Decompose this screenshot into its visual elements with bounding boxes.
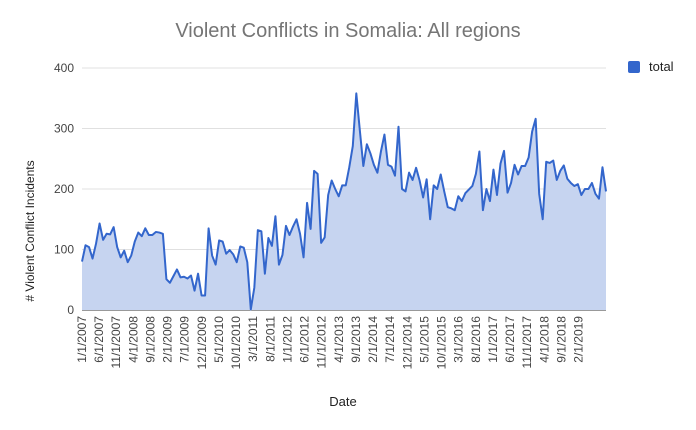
y-tick-label: 300	[54, 122, 74, 136]
y-axis-label: # Violent Conflict Incidents	[23, 160, 37, 301]
x-tick-label: 2/1/2019	[572, 316, 586, 363]
x-tick-labels: 1/1/2007 6/1/2007 11/1/2007 4/1/2008 9/1/200…	[75, 316, 586, 370]
x-tick-label: 9/1/2018	[554, 316, 568, 363]
x-tick-label: 6/1/2017	[503, 316, 517, 363]
x-tick-label: 4/1/2013	[332, 316, 346, 363]
x-tick-label: 9/1/2008	[143, 316, 157, 363]
x-tick-label: 12/1/2009	[195, 316, 209, 370]
x-tick-label: 6/1/2007	[92, 316, 106, 363]
x-tick-label: 10/1/2015	[435, 316, 449, 370]
y-tick-label: 0	[67, 303, 74, 317]
x-tick-label: 5/1/2010	[212, 316, 226, 363]
x-tick-label: 3/1/2011	[246, 316, 260, 362]
plot-area	[81, 92, 607, 311]
x-tick-label: 4/1/2008	[126, 316, 140, 363]
x-axis-label: Date	[329, 394, 356, 409]
y-tick-label: 200	[54, 182, 74, 196]
y-tick-labels: 0 100 200 300 400	[54, 61, 74, 317]
x-tick-label: 9/1/2013	[349, 316, 363, 363]
chart-title: Violent Conflicts in Somalia: All region…	[175, 20, 521, 42]
x-tick-label: 8/1/2011	[263, 316, 277, 362]
y-tick-label: 400	[54, 61, 74, 75]
x-tick-label: 11/1/2012	[315, 316, 329, 369]
legend: total	[628, 59, 674, 74]
x-tick-label: 1/1/2017	[486, 316, 500, 363]
x-tick-label: 3/1/2016	[452, 316, 466, 363]
x-tick-label: 7/1/2009	[178, 316, 192, 363]
x-tick-label: 6/1/2012	[298, 316, 312, 363]
x-tick-label: 11/1/2007	[109, 316, 123, 369]
x-tick-label: 2/1/2009	[161, 316, 175, 363]
x-tick-label: 2/1/2014	[366, 316, 380, 363]
legend-label-total: total	[649, 59, 674, 74]
y-tick-label: 100	[54, 243, 74, 257]
x-tick-label: 8/1/2016	[469, 316, 483, 363]
x-tick-label: 5/1/2015	[417, 316, 431, 363]
x-tick-label: 1/1/2007	[75, 316, 89, 363]
x-tick-label: 12/1/2014	[400, 316, 414, 370]
x-tick-label: 7/1/2014	[383, 316, 397, 363]
legend-swatch-total	[628, 60, 640, 73]
x-tick-label: 10/1/2010	[229, 316, 243, 370]
series-total-area	[82, 93, 606, 310]
x-tick-label: 11/1/2017	[520, 316, 534, 369]
x-tick-label: 1/1/2012	[280, 316, 294, 363]
series-total-line	[81, 92, 607, 311]
x-tick-label: 4/1/2018	[537, 316, 551, 363]
